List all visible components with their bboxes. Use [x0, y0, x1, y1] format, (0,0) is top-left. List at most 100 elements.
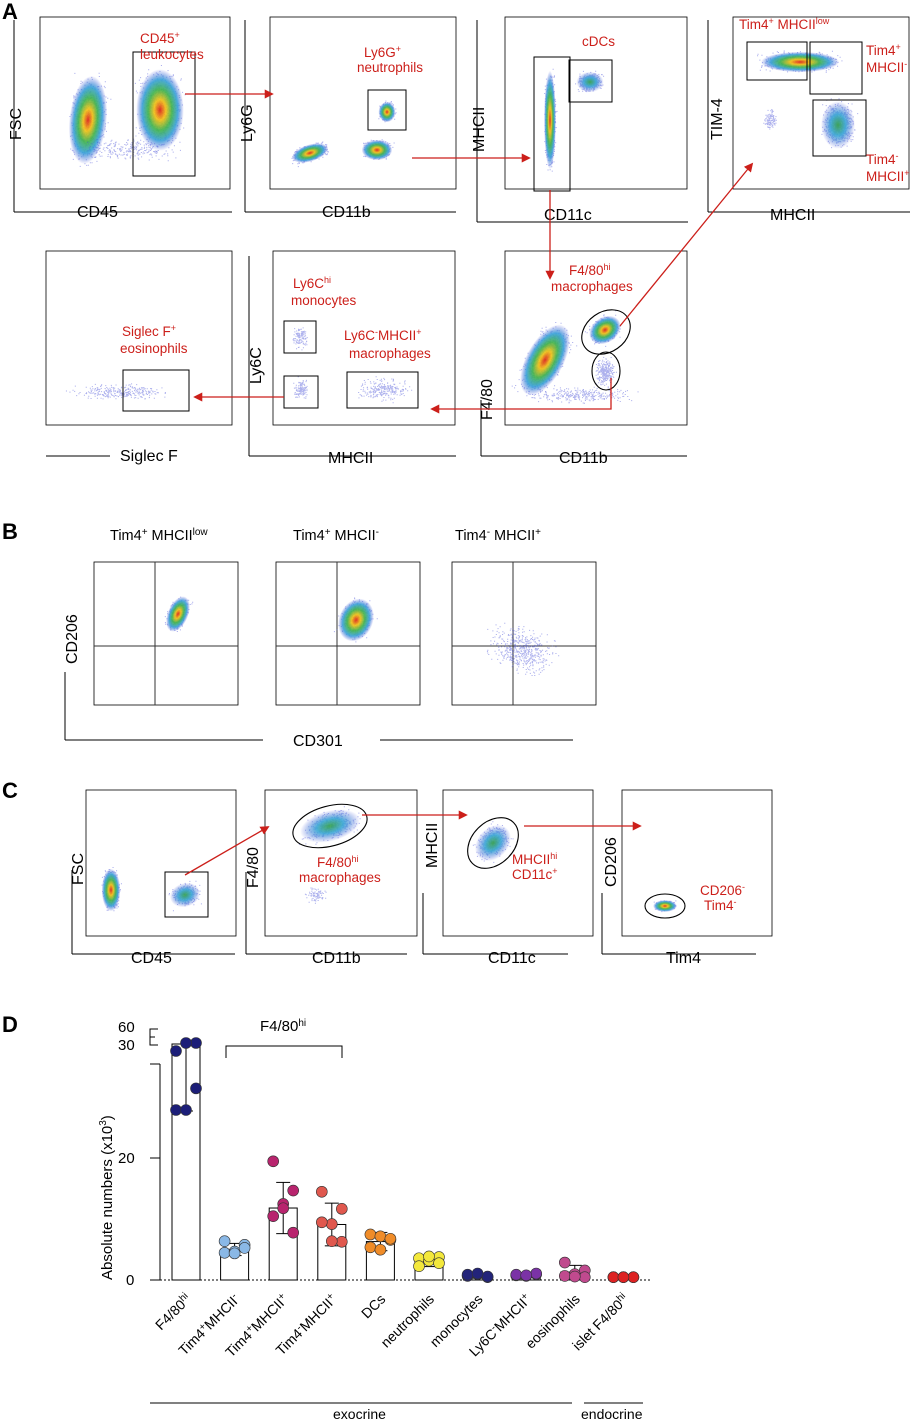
gate-label-tim4neg-pos: Tim4-MHCII+ [866, 151, 910, 184]
density-a5 [65, 383, 166, 400]
gate-f480-low [591, 351, 621, 391]
gate-label-c-f480: F4/80hi macrophages [299, 854, 381, 885]
axis-label: CD11b [559, 450, 608, 467]
density-c [101, 806, 677, 913]
data-point-7-3 [510, 1268, 523, 1281]
data-point-7-4 [530, 1267, 543, 1280]
group-label-endocrine: endocrine [581, 1406, 643, 1420]
plot-a-mhcii-cd11c: cDCs CD11c MHCII [471, 16, 688, 224]
gate-left [533, 56, 571, 192]
event-dots [87, 137, 181, 162]
data-point-8-4 [578, 1271, 591, 1283]
category-label-0: F4/80hi [152, 1290, 195, 1333]
axis-label: MHCII [471, 107, 488, 152]
plot-a-siglecf: Siglec F+ eosinophils Siglec F [45, 250, 233, 465]
data-point-8-3 [558, 1270, 571, 1282]
density-core [136, 69, 184, 151]
density-a1 [68, 65, 186, 167]
data-point-1-0 [218, 1246, 231, 1259]
axis-break [149, 1028, 158, 1046]
ytick-0: 0 [126, 1272, 134, 1289]
data-point-8-5 [568, 1270, 581, 1283]
panel-b: Tim4+ MHCIIlow Tim4+ MHCII- Tim4- MHCII+… [64, 527, 597, 750]
gate-c-cd45 [164, 871, 209, 918]
gate-tim4neg-mhcii-pos [812, 99, 867, 157]
data-point-6-4 [481, 1270, 494, 1283]
panel-b-header-3: Tim4- MHCII+ [455, 527, 541, 544]
data-point-3-2 [325, 1218, 338, 1230]
data-point-6-5 [471, 1267, 484, 1280]
gate-label-cdcs: cDCs [582, 34, 615, 49]
axis-label: CD11c [488, 950, 536, 967]
gate-label-leukocytes: CD45+ leukocytes [140, 30, 204, 62]
data-point-3-4 [335, 1235, 348, 1248]
axis-label: CD206 [64, 614, 81, 664]
data-point-5-3 [413, 1260, 425, 1272]
data-point-9-3 [607, 1271, 620, 1283]
data-point-9-5 [617, 1271, 630, 1283]
density-core [361, 139, 393, 161]
gate-tim4-mhcii-low [746, 41, 808, 81]
ytick-20: 20 [118, 1150, 135, 1167]
plot-a-tim4-mhcii: Tim4+ MHCIIlow Tim4+ MHCII- Tim4-MHCII+ M… [707, 16, 910, 224]
axis-label: CD301 [293, 733, 343, 750]
density-core [291, 143, 329, 163]
category-label-4: DCs [358, 1291, 389, 1322]
event-dots [763, 109, 777, 130]
axis-label: CD11b [322, 204, 371, 221]
axis-label: F4/80 [245, 847, 262, 888]
axis-label: CD45 [77, 204, 118, 221]
density-core [166, 596, 190, 632]
data-point-7-5 [520, 1269, 533, 1282]
density-core [101, 868, 121, 912]
gate-c-mhcii [467, 817, 519, 869]
panel-c: F4/80hi macrophages MHCIIhi CD11c+ CD206-T… [70, 789, 773, 967]
gate-c-f480 [292, 803, 368, 849]
event-dots [358, 376, 413, 404]
event-dots [293, 376, 308, 399]
axis-title-y: Absolute numbers (x103) [98, 1115, 116, 1280]
event-dots [486, 622, 560, 676]
axis-label: FSC [70, 853, 87, 885]
axis-label: CD45 [131, 950, 172, 967]
data-point-5-5 [423, 1250, 435, 1263]
data-point-6-3 [461, 1268, 474, 1281]
panel-letter-d: D [2, 1012, 18, 1037]
gate-monocytes [283, 320, 317, 354]
data-point-0-0 [170, 1045, 182, 1057]
density-core [544, 70, 556, 170]
gate-tim4-mhcii-neg [809, 41, 863, 95]
density-core [653, 900, 677, 912]
panel-letter-c: C [2, 778, 18, 803]
density-b [164, 596, 560, 676]
axis-label: MHCII [424, 823, 441, 868]
plot-a-fsc-cd45: CD45+ leukocytes CD45 FSC [8, 16, 232, 221]
bracket-label: F4/80hi [260, 1018, 306, 1035]
density-a4 [757, 50, 859, 149]
data-point-2-4 [287, 1226, 300, 1239]
panel-b-header-1: Tim4+ MHCIIlow [110, 527, 208, 544]
data-point-0-4 [190, 1082, 202, 1095]
axis-label: Ly6G [239, 104, 256, 142]
axis-label: Siglec F [120, 448, 178, 465]
density-core [576, 71, 604, 93]
gate-cdcs [568, 59, 613, 103]
gate-label-ly6c-macs: Ly6C-MHCII+ macrophages [344, 327, 431, 361]
axis-label: Tim4 [666, 950, 701, 967]
density-core [378, 101, 396, 123]
data-point-1-3 [218, 1235, 231, 1247]
data-point-3-1 [335, 1203, 348, 1215]
data-point-8-0 [558, 1256, 571, 1269]
f480-bracket [225, 1045, 343, 1058]
gate-label-c-cd206: CD206-Tim4- [700, 882, 745, 913]
gate-label-monocytes: Ly6Chi monocytes [291, 275, 357, 308]
axis-label: CD11b [312, 950, 361, 967]
panel-b-header-2: Tim4+ MHCII- [293, 527, 379, 544]
gate-ly6c-mhcii [346, 371, 419, 409]
data-point-4-4 [384, 1232, 397, 1245]
panel-letter-b: B [2, 519, 18, 544]
data-point-2-0 [267, 1155, 280, 1168]
axis-label: F4/80 [479, 379, 496, 420]
axis-label: Ly6C [248, 347, 265, 384]
